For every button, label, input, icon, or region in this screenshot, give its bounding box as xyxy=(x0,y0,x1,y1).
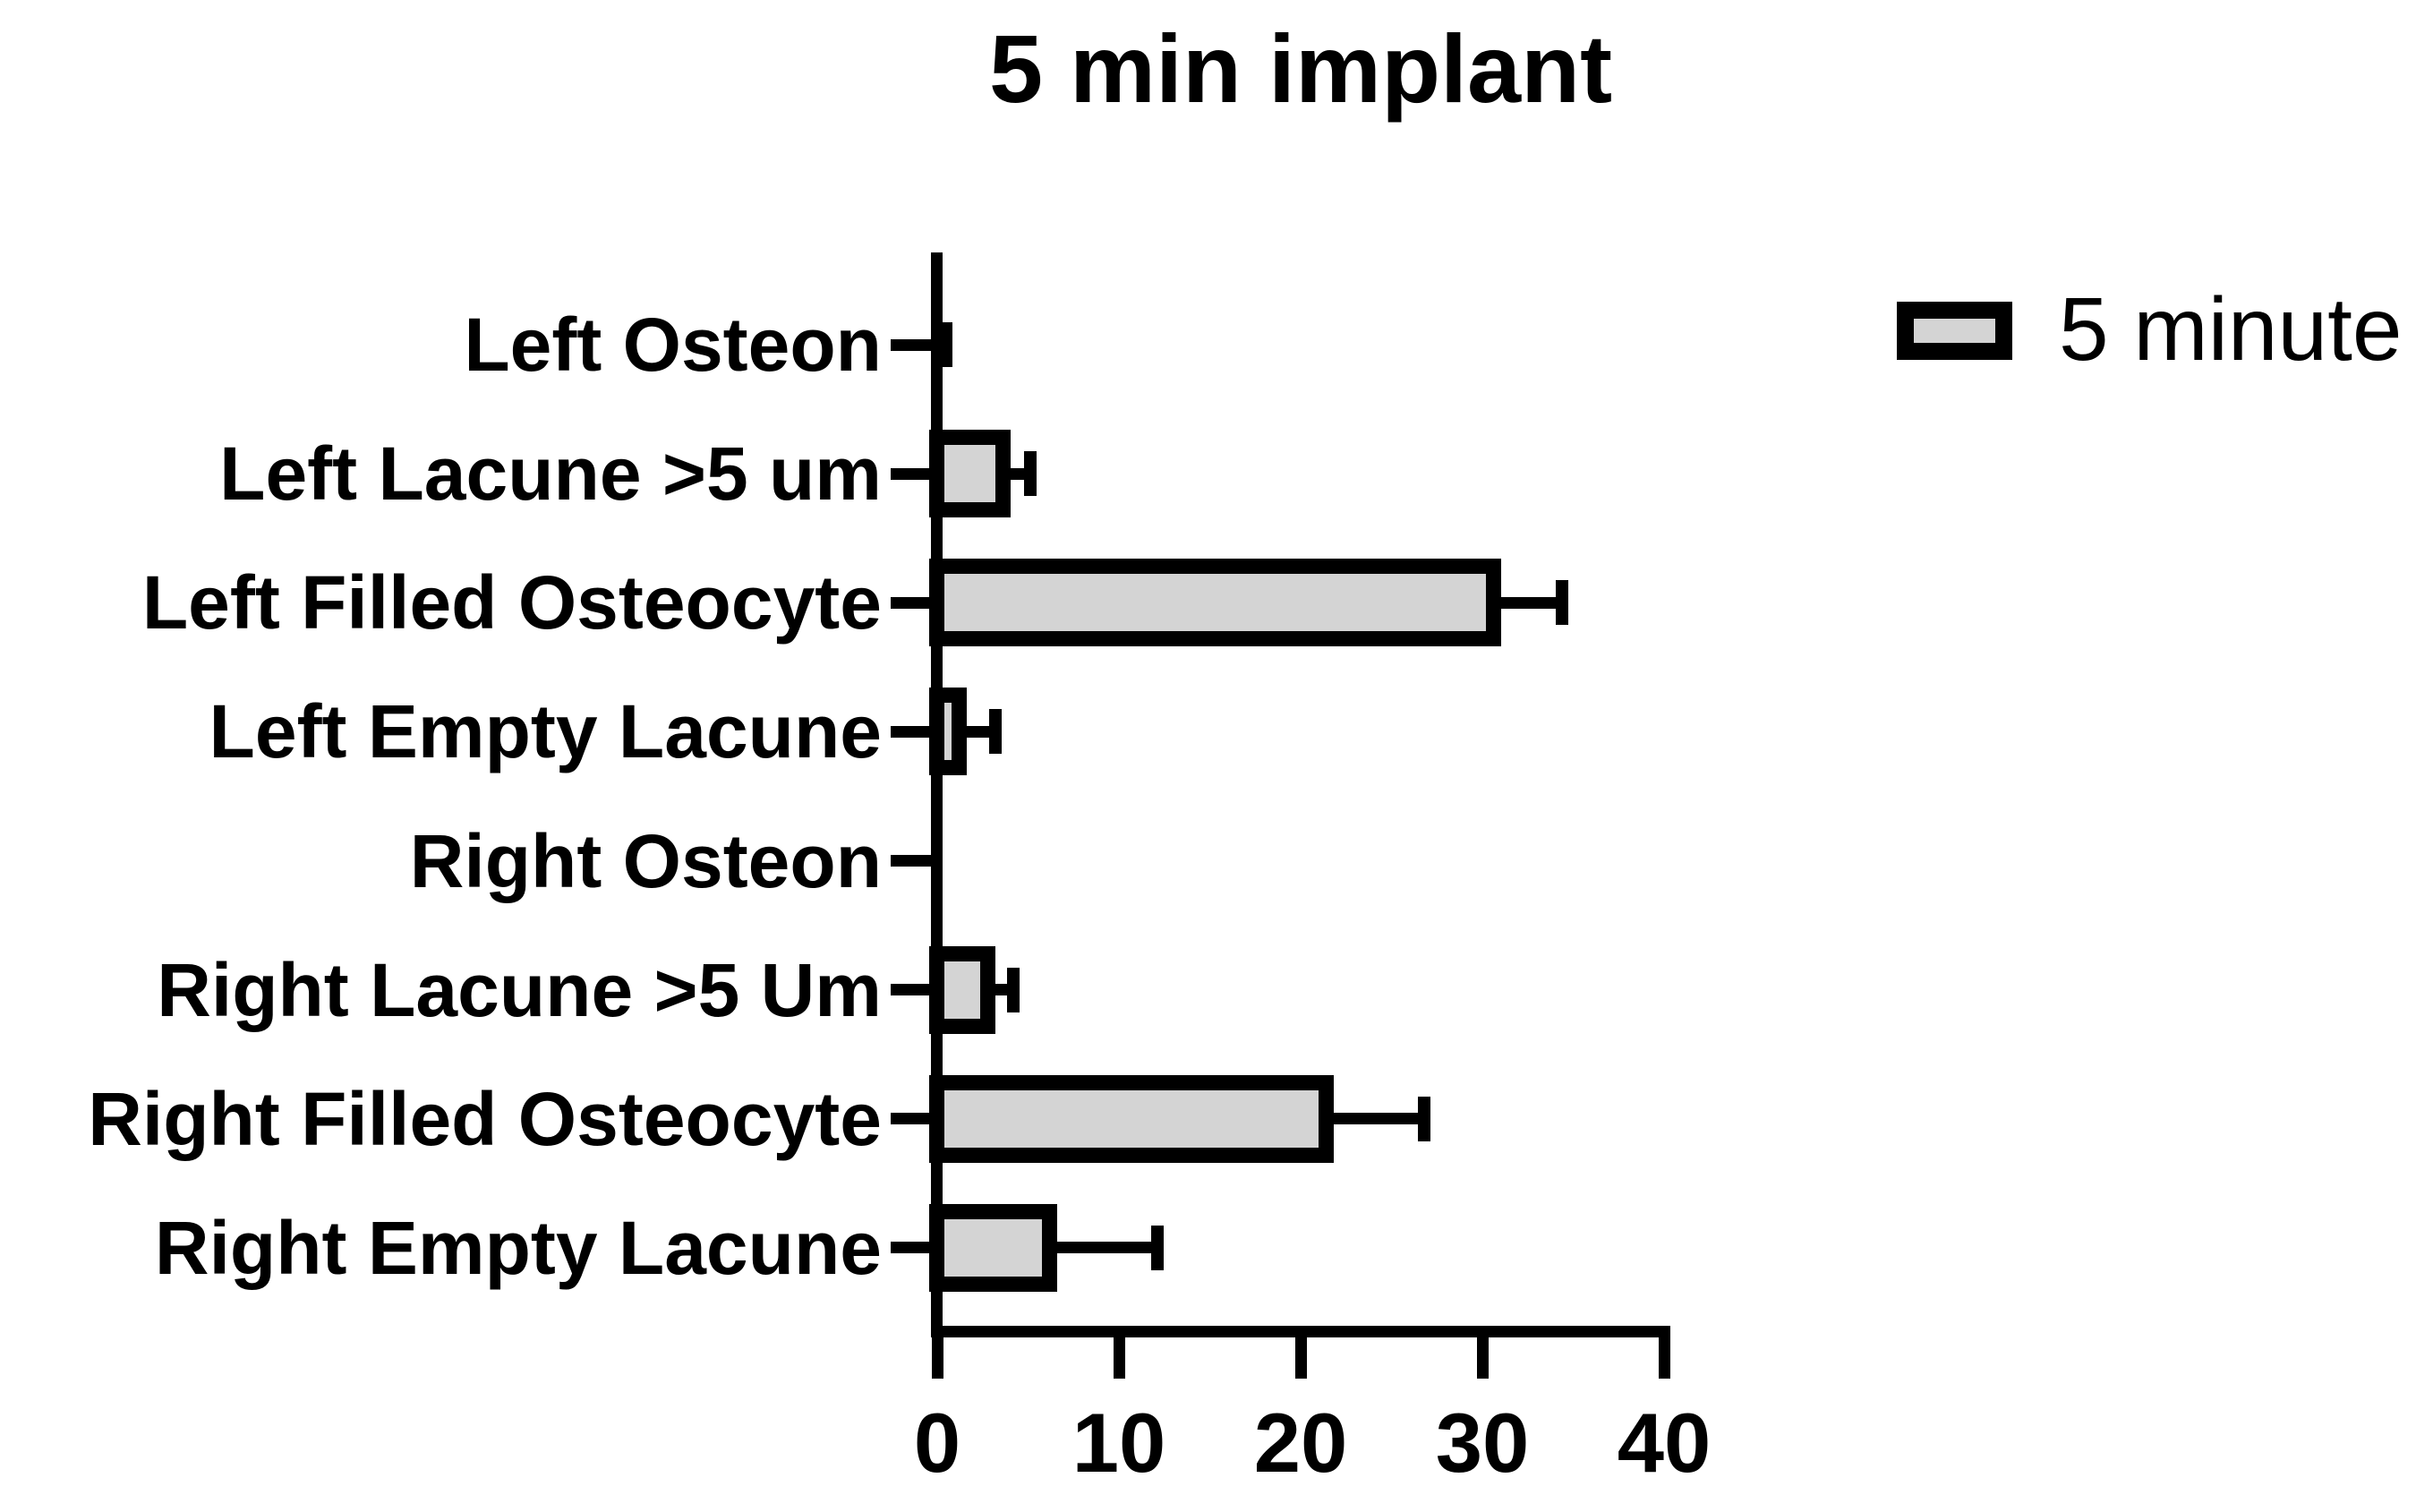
x-axis-tick xyxy=(1658,1337,1670,1379)
x-axis-tick-label: 30 xyxy=(1435,1396,1530,1490)
category-label: Right Filled Osteocyte xyxy=(88,1076,882,1161)
error-bar-cap xyxy=(1556,580,1569,626)
bar xyxy=(929,1203,1058,1292)
x-axis-tick xyxy=(1476,1337,1489,1379)
x-axis-tick xyxy=(1113,1337,1125,1379)
category-label: Left Lacune >5 um xyxy=(219,431,882,517)
x-axis-tick-label: 40 xyxy=(1617,1396,1712,1490)
category-tick xyxy=(891,1242,931,1254)
x-axis-tick xyxy=(931,1337,943,1379)
category-tick xyxy=(891,855,931,867)
x-axis-tick-label: 10 xyxy=(1071,1396,1166,1490)
category-label: Right Empty Lacune xyxy=(154,1205,882,1290)
error-bar-cap xyxy=(1007,967,1020,1012)
category-label: Left Osteon xyxy=(464,303,882,387)
error-bar-cap xyxy=(1418,1096,1431,1141)
chart-title: 5 min implant xyxy=(988,14,1613,123)
category-tick xyxy=(891,984,931,996)
bar xyxy=(929,688,967,776)
category-tick xyxy=(891,1113,931,1125)
x-axis-tick-label: 0 xyxy=(913,1396,961,1490)
category-tick xyxy=(891,596,931,609)
bar xyxy=(929,559,1501,647)
error-bar-cap xyxy=(1150,1225,1164,1270)
x-axis-tick-label: 20 xyxy=(1253,1396,1348,1490)
category-tick xyxy=(891,338,931,351)
category-label: Right Lacune >5 Um xyxy=(157,947,882,1032)
category-tick xyxy=(891,725,931,738)
category-label: Left Filled Osteocyte xyxy=(141,560,882,645)
x-axis-line xyxy=(931,1326,1670,1337)
legend-swatch xyxy=(1897,302,2012,360)
error-bar-line xyxy=(964,725,995,738)
category-label: Left Empty Lacune xyxy=(209,689,882,774)
category-tick xyxy=(891,467,931,480)
error-bar-line xyxy=(1055,1242,1157,1254)
x-axis-tick xyxy=(1294,1337,1307,1379)
bar xyxy=(929,945,996,1034)
error-bar-line xyxy=(1331,1113,1425,1125)
error-bar-cap xyxy=(1023,451,1037,497)
bar xyxy=(929,430,1011,518)
y-axis-line xyxy=(931,252,943,1337)
bar xyxy=(929,1074,1334,1163)
error-bar-line xyxy=(1498,596,1563,609)
error-bar-cap xyxy=(940,322,953,367)
error-bar-cap xyxy=(988,709,1002,755)
legend-label: 5 minute xyxy=(2059,279,2403,380)
category-label: Right Osteon xyxy=(409,818,882,903)
